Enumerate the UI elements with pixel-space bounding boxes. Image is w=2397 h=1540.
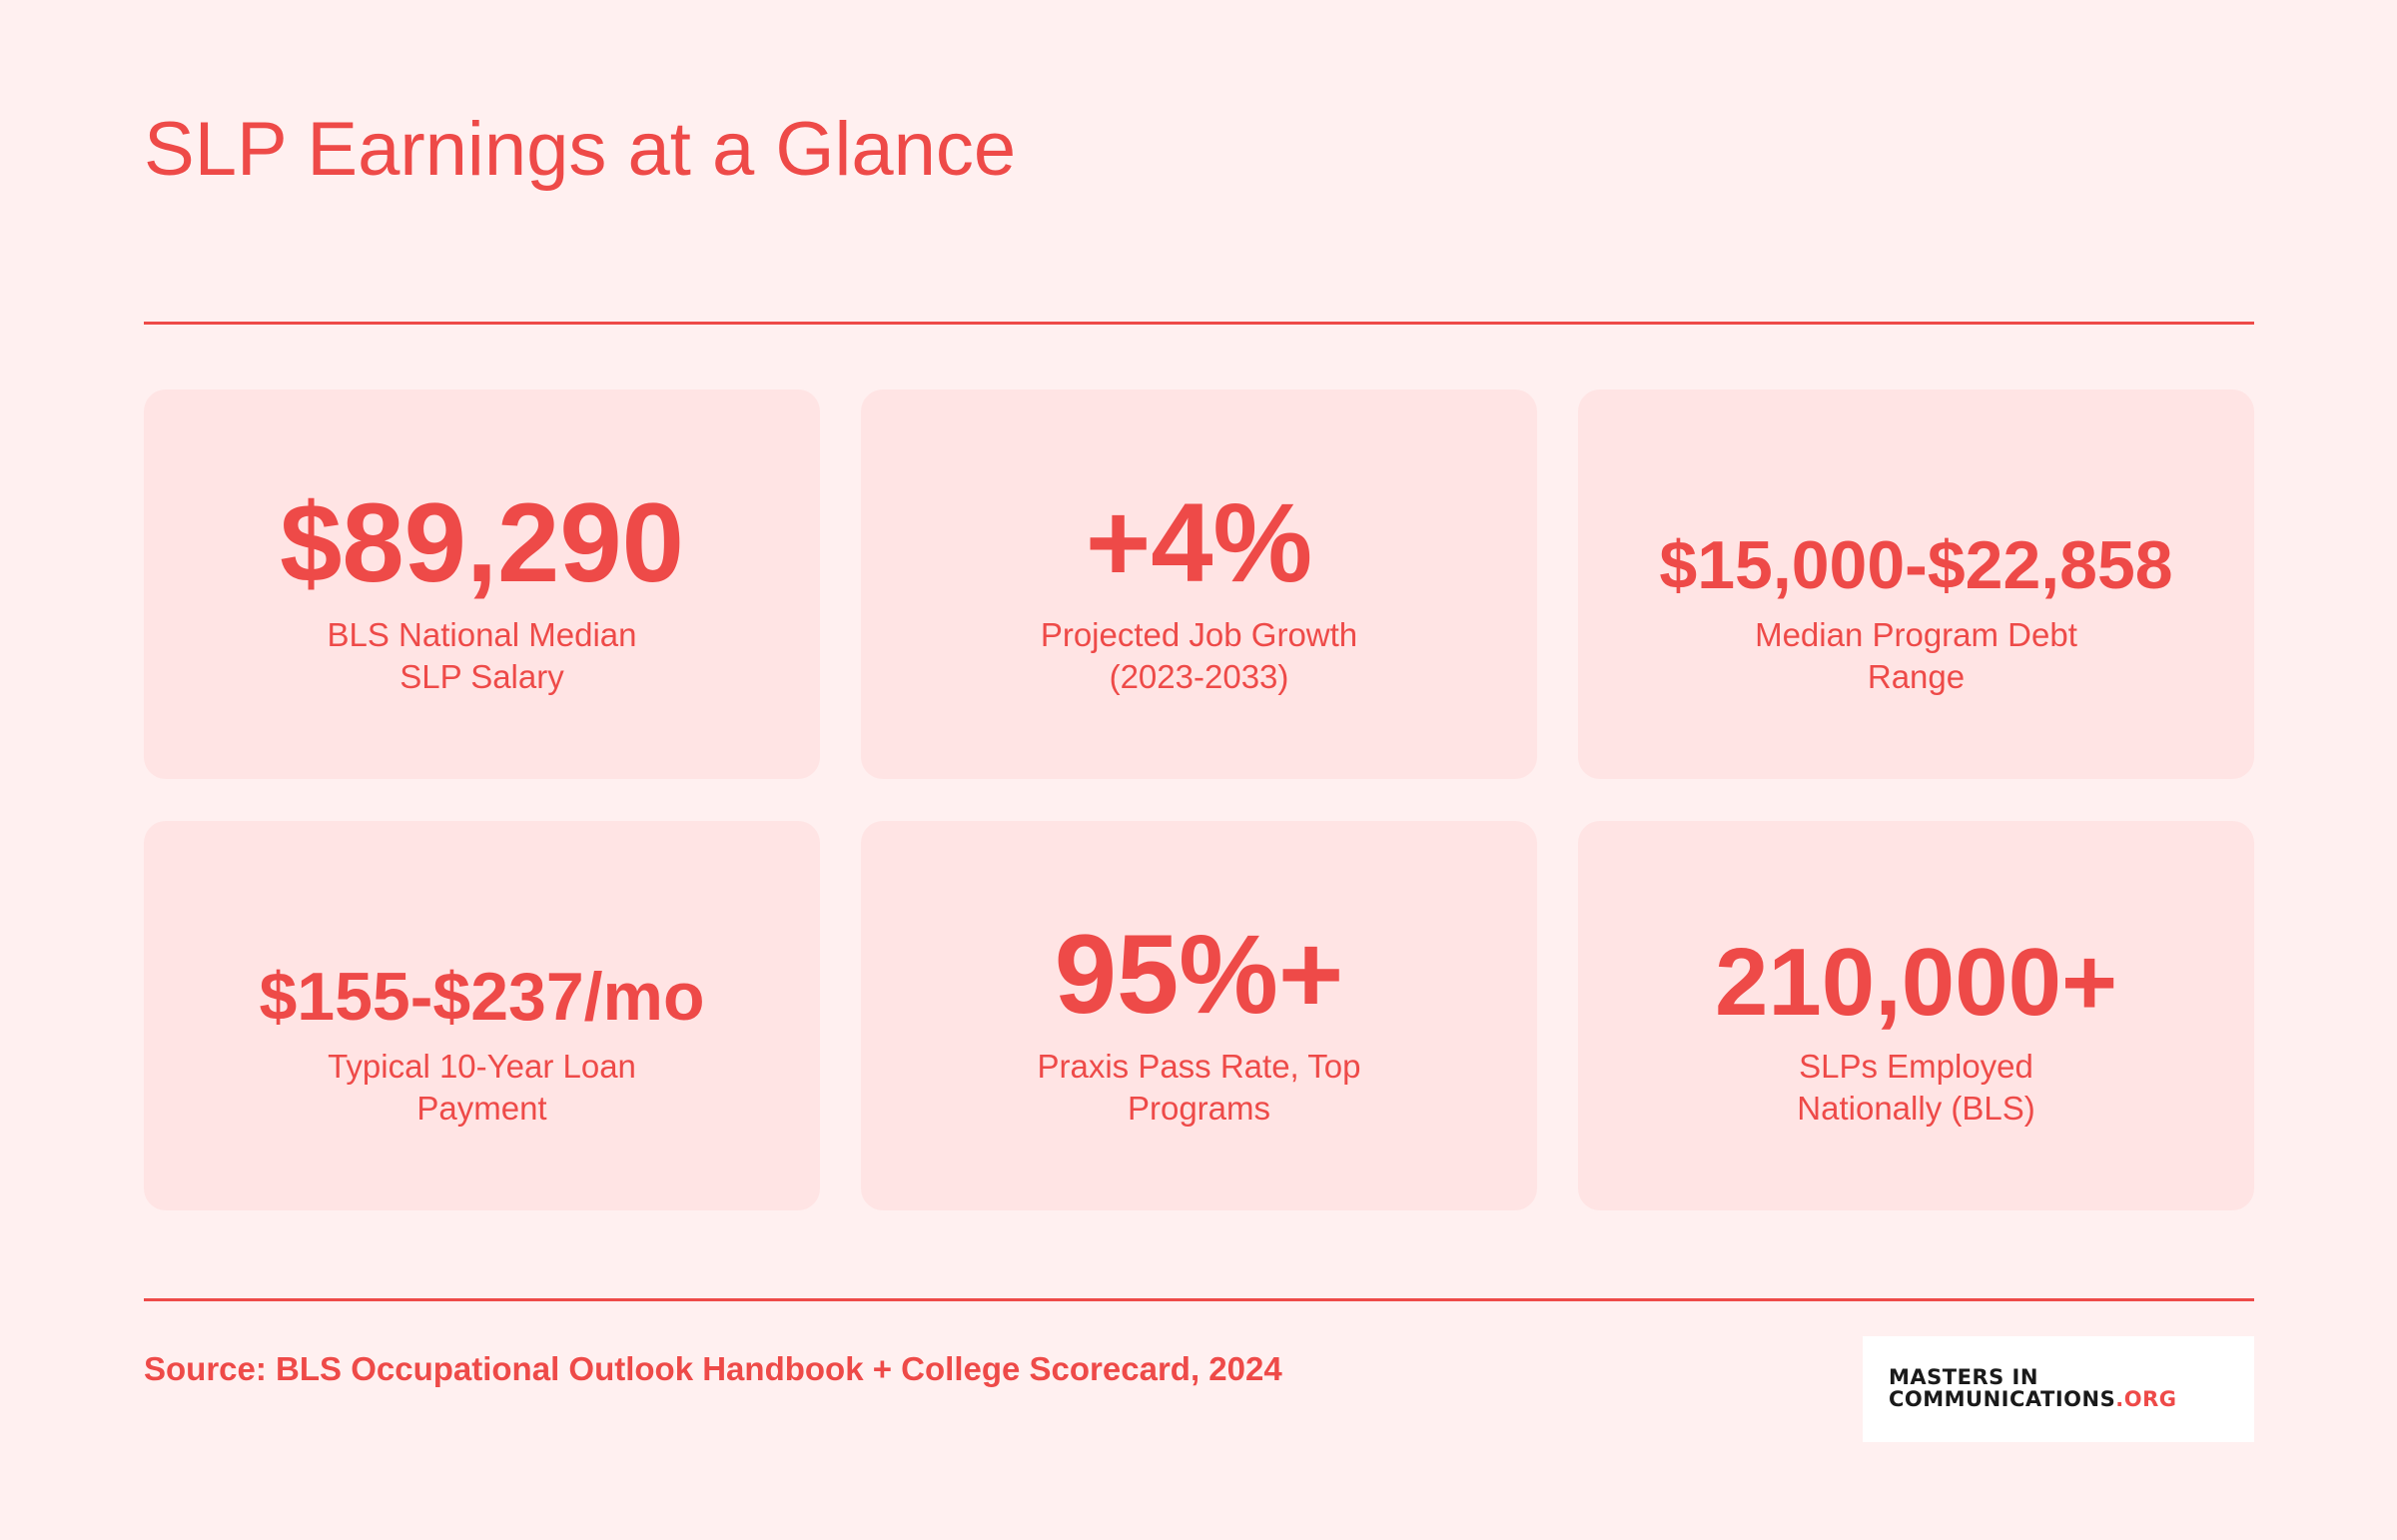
stat-card-program-debt: $15,000-$22,858 Median Program Debt Rang…: [1578, 389, 2254, 779]
stat-label: BLS National Median SLP Salary: [144, 614, 820, 698]
stat-card-slps-employed: 210,000+ SLPs Employed Nationally (BLS): [1578, 821, 2254, 1210]
stat-value: $15,000-$22,858: [1659, 527, 2173, 603]
stat-value: $155-$237/mo: [259, 959, 705, 1035]
stat-value: $89,290: [280, 480, 684, 605]
stat-label-line: Typical 10-Year Loan: [328, 1048, 636, 1085]
stat-value: +4%: [1085, 480, 1313, 605]
stat-label-line: Median Program Debt: [1755, 616, 2077, 653]
stat-card-median-salary: $89,290 BLS National Median SLP Salary: [144, 389, 820, 779]
stat-label-line: Nationally (BLS): [1797, 1090, 2035, 1127]
stat-label-line: Range: [1867, 658, 1966, 695]
stat-label-line: Payment: [416, 1090, 547, 1127]
stat-card-loan-payment: $155-$237/mo Typical 10-Year Loan Paymen…: [144, 821, 820, 1210]
stat-label: Typical 10-Year Loan Payment: [144, 1046, 820, 1130]
stat-label-line: SLPs Employed: [1799, 1048, 2033, 1085]
logo-line-1: MASTERS IN: [1889, 1365, 2038, 1389]
stat-label-line: SLP Salary: [400, 658, 564, 695]
stat-label: Median Program Debt Range: [1578, 614, 2254, 698]
stat-label-line: BLS National Median: [327, 616, 637, 653]
logo-wordmark: MASTERS IN COMMUNICATIONS.ORG: [1889, 1366, 2176, 1410]
stat-label: Projected Job Growth (2023-2033): [861, 614, 1537, 698]
stat-label-line: (2023-2033): [1109, 658, 1289, 695]
stat-label: SLPs Employed Nationally (BLS): [1578, 1046, 2254, 1130]
logo-org-suffix: .ORG: [2115, 1387, 2177, 1411]
bottom-divider: [144, 1298, 2254, 1301]
logo-main-text: COMMUNICATIONS: [1889, 1387, 2116, 1411]
stat-card-job-growth: +4% Projected Job Growth (2023-2033): [861, 389, 1537, 779]
source-citation: Source: BLS Occupational Outlook Handboo…: [144, 1350, 1282, 1387]
stat-label-line: Projected Job Growth: [1040, 616, 1358, 653]
site-logo[interactable]: MASTERS IN COMMUNICATIONS.ORG: [1863, 1336, 2254, 1442]
logo-line-2: COMMUNICATIONS.ORG: [1889, 1388, 2176, 1410]
stat-label-line: Praxis Pass Rate, Top: [1037, 1048, 1361, 1085]
top-divider: [144, 322, 2254, 325]
stat-label-line: Programs: [1127, 1090, 1271, 1127]
stats-grid: $89,290 BLS National Median SLP Salary +…: [144, 389, 2254, 1210]
stat-label: Praxis Pass Rate, Top Programs: [861, 1046, 1537, 1130]
stat-card-praxis-pass-rate: 95%+ Praxis Pass Rate, Top Programs: [861, 821, 1537, 1210]
page-title: SLP Earnings at a Glance: [144, 107, 1017, 192]
stat-value: 210,000+: [1714, 929, 2118, 1036]
stat-value: 95%+: [1054, 912, 1344, 1037]
